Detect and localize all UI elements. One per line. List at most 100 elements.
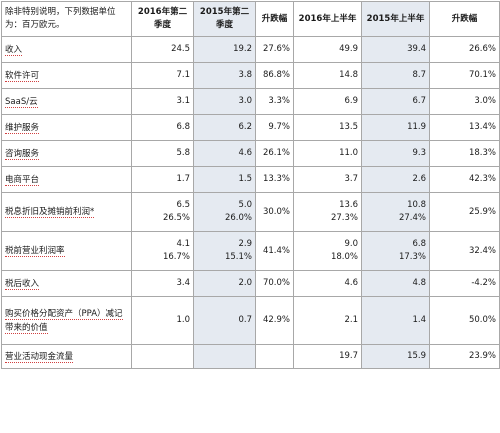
table-cell: [131, 344, 194, 369]
table-cell: 6.8 17.3%: [361, 231, 430, 271]
table-cell: 1.0: [131, 296, 194, 345]
cell-value: 1.0: [176, 315, 190, 325]
unit-note-text: 除非特别说明，下列数据单位为：百万欧元。: [5, 7, 116, 30]
table-cell: 5.8: [131, 140, 194, 167]
cell-value: 19.2: [233, 44, 252, 54]
table-cell: 18.3%: [429, 140, 500, 167]
cell-value: 5.0: [238, 200, 252, 210]
cell-value: 50.0%: [468, 315, 496, 325]
cell-value: 9.7%: [268, 122, 290, 132]
column-header: 升跌幅: [255, 1, 294, 37]
table-cell: 14.8: [293, 62, 362, 89]
cell-value: 26.6%: [468, 44, 496, 54]
table-cell: 3.3%: [255, 88, 294, 115]
cell-value: 1.5: [238, 174, 252, 184]
row-label: 购买价格分配资产（PPA）减记带来的价值: [1, 296, 132, 345]
row-label: 税息折旧及摊销前利润*: [1, 192, 132, 232]
table-cell: 8.7: [361, 62, 430, 89]
table-cell: 1.4: [361, 296, 430, 345]
column-header-text: 升跌幅: [261, 13, 288, 24]
table-cell: 2.6: [361, 166, 430, 193]
table-cell: 70.1%: [429, 62, 500, 89]
table-cell: 3.4: [131, 270, 194, 297]
cell-value: 6.2: [238, 122, 252, 132]
cell-value: 6.7: [412, 96, 426, 106]
row-label: 软件许可: [1, 62, 132, 89]
cell-value: 1.4: [412, 315, 426, 325]
cell-margin: 18.0%: [330, 252, 358, 262]
table-cell: 42.9%: [255, 296, 294, 345]
table-cell: 7.1: [131, 62, 194, 89]
cell-value: 4.8: [412, 278, 426, 288]
cell-value: 25.9%: [468, 206, 496, 217]
table-cell: 13.3%: [255, 166, 294, 193]
table-cell: -4.2%: [429, 270, 500, 297]
column-header-text: 2016年上半年: [298, 13, 357, 24]
table-cell: 2.0: [193, 270, 256, 297]
table-row: 电商平台 1.7 1.5 13.3% 3.7 2.6 42.3%: [1, 166, 500, 193]
table-row: SaaS/云 3.1 3.0 3.3% 6.9 6.7 3.0%: [1, 88, 500, 115]
table-cell: 86.8%: [255, 62, 294, 89]
cell-value: 15.9: [407, 351, 426, 361]
cell-value: 9.0: [344, 239, 358, 249]
table-cell: 32.4%: [429, 231, 500, 271]
cell-value: 7.1: [176, 70, 190, 80]
cell-value: 42.9%: [262, 315, 290, 325]
table-cell: 4.6: [193, 140, 256, 167]
cell-value: 11.9: [407, 122, 426, 132]
cell-value: 9.3: [412, 148, 426, 158]
table-cell: 6.8: [131, 114, 194, 141]
table-cell: 26.1%: [255, 140, 294, 167]
cell-value: 41.4%: [262, 245, 290, 256]
row-label: 税前营业利润率: [1, 231, 132, 271]
cell-value: 3.0%: [474, 96, 496, 106]
table-cell: 49.9: [293, 36, 362, 63]
table-cell: 19.2: [193, 36, 256, 63]
cell-margin: 26.0%: [224, 213, 252, 223]
table-cell: 9.3: [361, 140, 430, 167]
cell-value: -4.2%: [471, 278, 496, 288]
row-label-text: 咨询服务: [5, 148, 40, 160]
table-cell: 2.9 15.1%: [193, 231, 256, 271]
table-cell: 6.7: [361, 88, 430, 115]
cell-value: 14.8: [339, 70, 358, 80]
table-cell: 13.5: [293, 114, 362, 141]
cell-value: 2.6: [412, 174, 426, 184]
cell-value: 49.9: [339, 44, 358, 54]
table-cell: 9.0 18.0%: [293, 231, 362, 271]
table-cell: 4.1 16.7%: [131, 231, 194, 271]
cell-value: 5.8: [176, 148, 190, 158]
table-cell: 3.8: [193, 62, 256, 89]
cell-value: 10.8: [407, 200, 426, 210]
cell-value: 6.8: [412, 239, 426, 249]
cell-value: 13.6: [339, 200, 358, 210]
cell-value: 70.0%: [262, 278, 290, 288]
row-label-text: 税前营业利润率: [5, 246, 65, 257]
table-cell: 50.0%: [429, 296, 500, 345]
results-table: 除非特别说明，下列数据单位为：百万欧元。 2016年第二季度 2015年第二季度 升跌…: [1, 1, 500, 369]
column-header: 升跌幅: [429, 1, 500, 37]
cell-value: 3.4: [176, 278, 190, 288]
table-cell: 25.9%: [429, 192, 500, 232]
cell-value: 4.6: [238, 148, 252, 158]
cell-value: 11.0: [339, 148, 358, 158]
table-cell: 3.0%: [429, 88, 500, 115]
cell-value: 13.5: [339, 122, 358, 132]
financial-results-table: 除非特别说明，下列数据单位为：百万欧元。 2016年第二季度 2015年第二季度 升跌…: [1, 1, 500, 369]
column-header: 2015年第二季度: [193, 1, 256, 37]
cell-value: 13.4%: [468, 122, 496, 132]
table-cell: 13.6 27.3%: [293, 192, 362, 232]
cell-value: 6.9: [344, 96, 358, 106]
table-row: 税后收入 3.4 2.0 70.0% 4.6 4.8 -4.2%: [1, 270, 500, 297]
row-label: 营业活动现金流量: [1, 344, 132, 369]
table-row: 软件许可 7.1 3.8 86.8% 14.8 8.7 70.1%: [1, 62, 500, 89]
cell-value: 8.7: [412, 70, 426, 80]
table-cell: 10.8 27.4%: [361, 192, 430, 232]
table-row: 税息折旧及摊销前利润* 6.5 26.5% 5.0 26.0% 30.0% 13.6 27.3…: [1, 192, 500, 232]
cell-value: 23.9%: [468, 351, 496, 361]
cell-margin: 26.5%: [162, 213, 190, 223]
cell-value: 86.8%: [262, 70, 290, 80]
row-label: 维护服务: [1, 114, 132, 141]
cell-value: 24.5: [171, 44, 190, 54]
table-cell: [193, 344, 256, 369]
